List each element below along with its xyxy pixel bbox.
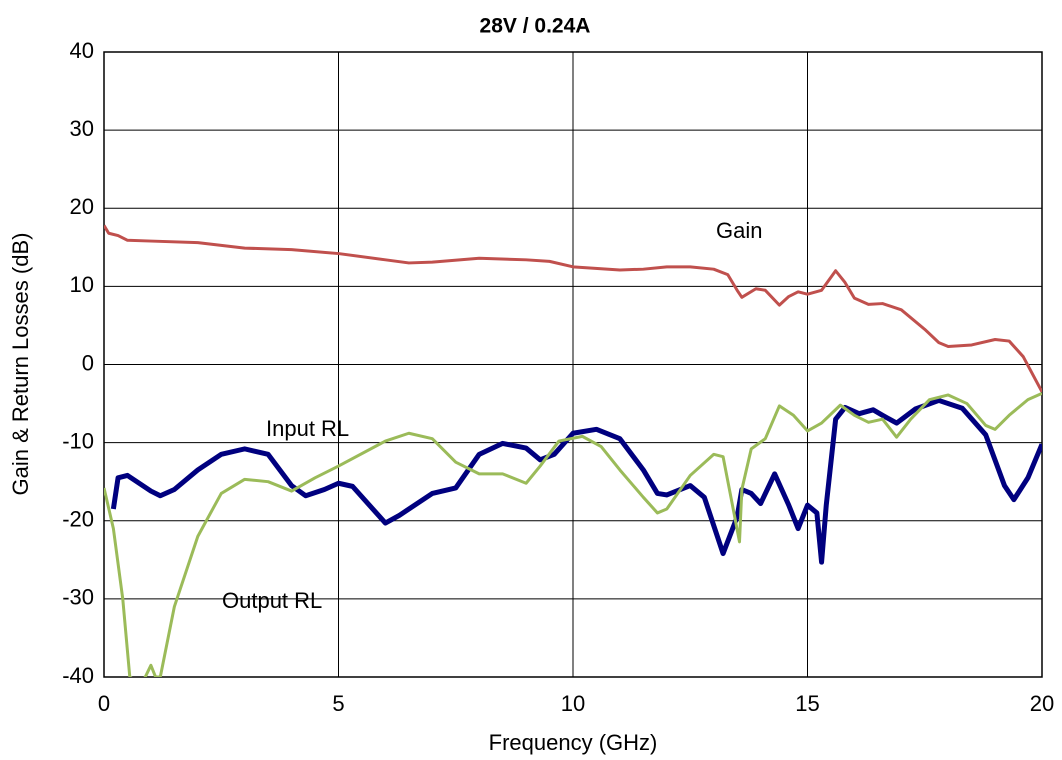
plot-frame [103,51,1043,678]
chart-title: 28V / 0.24A [480,15,591,38]
plot-lines [104,224,1042,677]
x-tick-label: 20 [1030,691,1054,716]
x-tick-label: 15 [795,691,819,716]
x-tick-label: 5 [332,691,344,716]
y-tick-label: 30 [70,116,94,141]
y-tick-label: -40 [62,663,94,688]
series-annotation: Input RL [266,416,349,441]
y-tick-label: -20 [62,507,94,532]
series-line [104,224,1042,393]
y-tick-label: 0 [82,350,94,375]
series-line [110,397,1042,565]
series-line [104,392,1042,677]
y-tick-label: -30 [62,585,94,610]
x-tick-label: 10 [561,691,585,716]
series-annotation: Gain [716,218,762,243]
series-annotation: Output RL [222,588,322,613]
x-tick-label: 0 [98,691,110,716]
x-axis-label: Frequency (GHz) [489,730,658,755]
y-tick-label: 20 [70,194,94,219]
y-axis-label: Gain & Return Losses (dB) [8,233,33,496]
y-tick-label: 10 [70,272,94,297]
y-tick-label: -10 [62,428,94,453]
y-tick-label: 40 [70,38,94,63]
